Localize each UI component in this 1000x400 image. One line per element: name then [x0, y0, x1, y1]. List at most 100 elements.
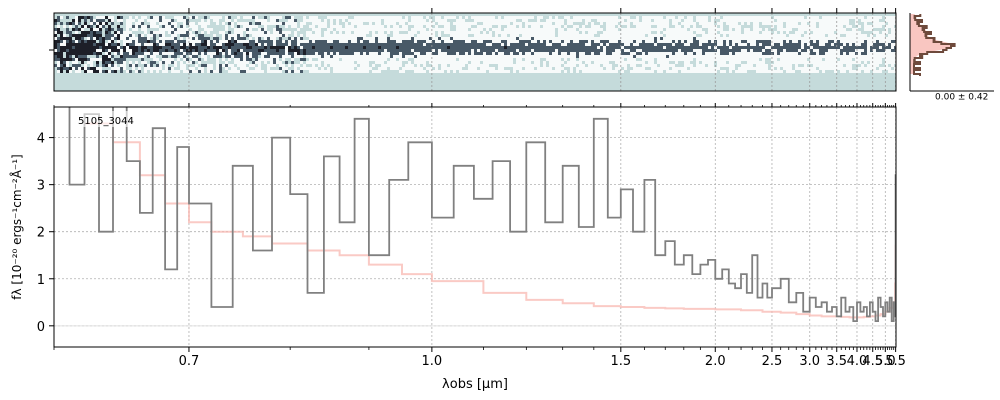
- spectrum-2d-pixel: [591, 34, 594, 37]
- spectrum-2d-pixel: [417, 37, 420, 40]
- spectrum-2d-pixel: [66, 46, 69, 49]
- spectrum-2d-pixel: [579, 67, 582, 70]
- spectrum-2d-pixel: [150, 70, 153, 73]
- spectrum-2d-pixel: [783, 43, 786, 46]
- spectrum-2d-pixel: [627, 34, 630, 37]
- spectrum-2d-pixel: [858, 70, 861, 73]
- spectrum-2d-pixel: [165, 25, 168, 28]
- spectrum-2d-pixel: [408, 55, 411, 58]
- spectrum-2d-pixel: [189, 40, 192, 43]
- spectrum-2d-pixel: [552, 19, 555, 22]
- spectrum-2d-pixel: [84, 46, 87, 49]
- spectrum-2d-pixel: [555, 43, 558, 46]
- spectrum-2d-pixel: [246, 31, 249, 34]
- spectrum-2d-pixel: [354, 19, 357, 22]
- spectrum-2d-pixel: [345, 37, 348, 40]
- spectrum-2d-pixel: [342, 40, 345, 43]
- spectrum-2d-pixel: [201, 40, 204, 43]
- spectrum-2d-pixel: [888, 61, 891, 64]
- spectrum-2d-pixel: [126, 49, 129, 52]
- spectrum-2d-pixel: [855, 19, 858, 22]
- spectrum-2d-pixel: [423, 28, 426, 31]
- spectrum-2d-pixel: [150, 43, 153, 46]
- spectrum-2d-pixel: [687, 70, 690, 73]
- spectrum-2d-pixel: [117, 16, 120, 19]
- spectrum-2d-pixel: [111, 70, 114, 73]
- spectrum-2d-pixel: [126, 55, 129, 58]
- spectrum-2d-pixel: [237, 34, 240, 37]
- spectrum-2d-pixel: [378, 58, 381, 61]
- spectrum-2d-pixel: [327, 67, 330, 70]
- spectrum-2d-pixel: [225, 19, 228, 22]
- spectrum-2d-pixel: [711, 64, 714, 67]
- spectrum-2d-pixel: [54, 22, 57, 25]
- spectrum-2d-pixel: [870, 52, 873, 55]
- spectrum-2d-pixel: [288, 40, 291, 43]
- spectrum-2d-pixel: [243, 52, 246, 55]
- spectrum-2d-pixel: [192, 58, 195, 61]
- spectrum-2d-pixel: [855, 16, 858, 19]
- spectrum-2d-pixel: [837, 16, 840, 19]
- spectrum-2d-pixel: [591, 55, 594, 58]
- spectrum-2d-pixel: [609, 67, 612, 70]
- spectrum-2d-pixel: [258, 61, 261, 64]
- spectrum-2d-pixel: [564, 58, 567, 61]
- spectrum-2d-pixel: [741, 34, 744, 37]
- spectrum-2d-pixel: [327, 16, 330, 19]
- spectrum-2d-pixel: [435, 37, 438, 40]
- spectrum-2d-pixel: [888, 22, 891, 25]
- spectrum-2d-pixel: [531, 22, 534, 25]
- spectrum-2d-pixel: [600, 28, 603, 31]
- spectrum-2d-pixel: [309, 70, 312, 73]
- spectrum-2d-pixel: [411, 67, 414, 70]
- spectrum-2d-pixel: [780, 46, 783, 49]
- spectrum-2d-pixel: [792, 19, 795, 22]
- spectrum-2d-pixel: [348, 43, 351, 46]
- spectrum-2d-pixel: [342, 52, 345, 55]
- spectrum-2d-pixel: [447, 22, 450, 25]
- spectrum-2d-pixel: [513, 64, 516, 67]
- spectrum-2d-pixel: [399, 34, 402, 37]
- spectrum-2d-pixel: [498, 40, 501, 43]
- spectrum-2d-pixel: [567, 64, 570, 67]
- spectrum-2d-pixel: [816, 70, 819, 73]
- spectrum-2d-pixel: [420, 34, 423, 37]
- spectrum-2d-pixel: [810, 28, 813, 31]
- spectrum-2d-pixel: [468, 55, 471, 58]
- spectrum-2d-pixel: [774, 34, 777, 37]
- spectrum-2d-pixel: [306, 40, 309, 43]
- spectrum-2d-pixel: [372, 31, 375, 34]
- spectrum-2d-pixel: [498, 25, 501, 28]
- spectrum-2d-pixel: [246, 34, 249, 37]
- spectrum-2d-pixel: [336, 37, 339, 40]
- spectrum-2d-pixel: [534, 25, 537, 28]
- spectrum-2d-pixel: [165, 40, 168, 43]
- spectrum-2d-pixel: [399, 64, 402, 67]
- spectrum-2d-pixel: [456, 22, 459, 25]
- spectrum-2d-pixel: [312, 28, 315, 31]
- spectrum-2d-pixel: [510, 40, 513, 43]
- spectrum-2d-pixel: [198, 46, 201, 49]
- spectrum-2d-pixel: [372, 70, 375, 73]
- spectrum-2d-pixel: [735, 19, 738, 22]
- spectrum-2d-pixel: [795, 37, 798, 40]
- spectrum-2d-pixel: [417, 70, 420, 73]
- spectrum-2d-pixel: [663, 43, 666, 46]
- spectrum-2d-pixel: [471, 61, 474, 64]
- spectrum-2d-pixel: [363, 34, 366, 37]
- spectrum-2d-pixel: [261, 19, 264, 22]
- spectrum-2d-pixel: [270, 22, 273, 25]
- spectrum-2d-pixel: [576, 19, 579, 22]
- spectrum-2d-pixel: [324, 49, 327, 52]
- spectrum-2d-pixel: [438, 34, 441, 37]
- spectrum-2d-pixel: [270, 55, 273, 58]
- spectrum-2d-pixel: [735, 49, 738, 52]
- spectrum-2d-pixel: [714, 70, 717, 73]
- spectrum-2d-pixel: [642, 46, 645, 49]
- spectrum-2d-pixel: [654, 40, 657, 43]
- spectrum-2d-pixel: [210, 64, 213, 67]
- spectrum-2d-pixel: [714, 67, 717, 70]
- spectrum-2d-pixel: [654, 55, 657, 58]
- spectrum-2d-pixel: [756, 37, 759, 40]
- spectrum-2d-pixel: [447, 16, 450, 19]
